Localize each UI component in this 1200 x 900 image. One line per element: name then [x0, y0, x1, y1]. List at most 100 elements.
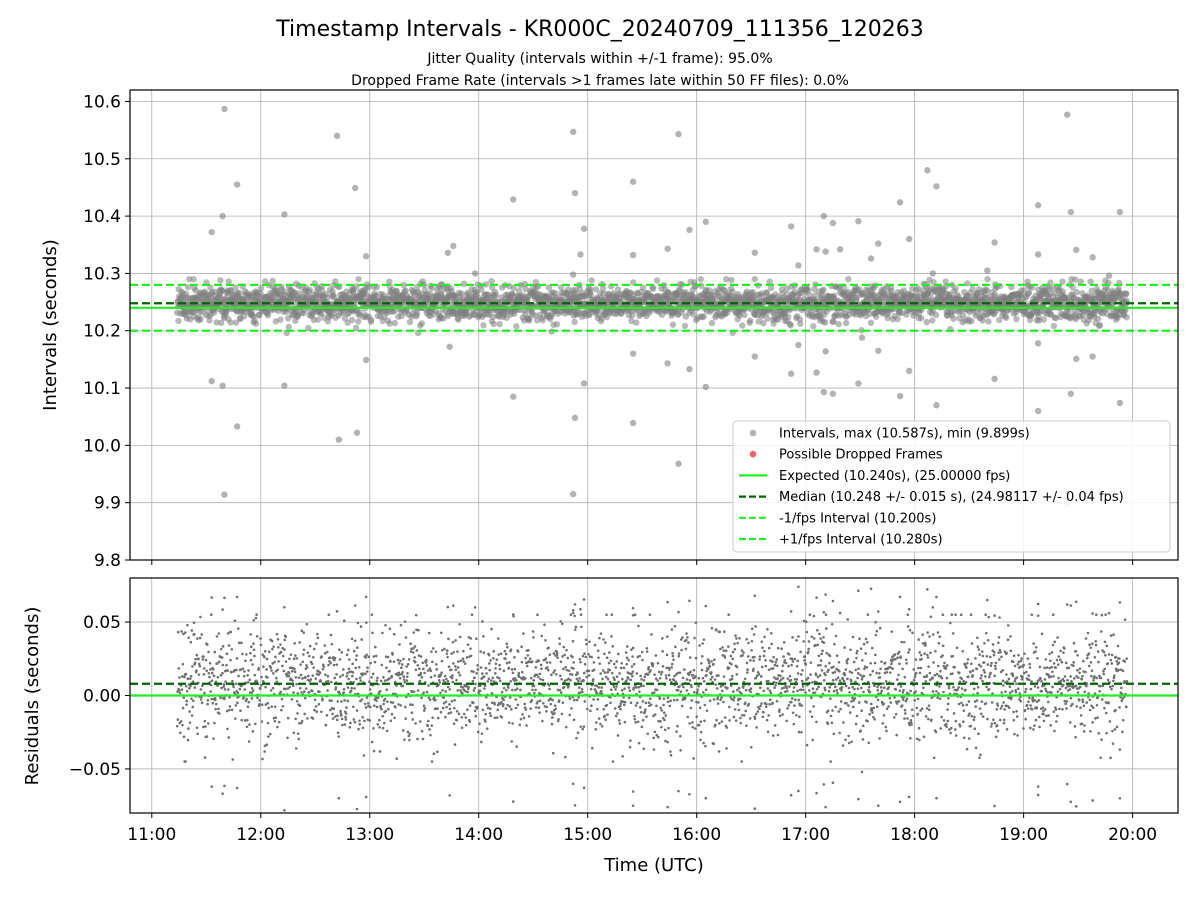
residual-point	[549, 702, 553, 706]
residual-point	[617, 680, 620, 684]
residual-point	[220, 686, 223, 690]
residual-point	[464, 689, 467, 693]
residual-point	[427, 631, 431, 635]
residual-point	[435, 663, 438, 666]
residual-point	[277, 720, 281, 724]
residual-point	[349, 689, 353, 693]
residual-point	[233, 619, 237, 622]
residual-point	[286, 687, 290, 690]
residual-point	[676, 724, 679, 728]
residual-point	[553, 704, 557, 707]
interval-outlier-point	[813, 246, 820, 253]
residual-point	[375, 705, 379, 709]
interval-point	[587, 286, 594, 293]
residual-point	[557, 699, 561, 702]
residual-point	[424, 660, 428, 664]
residual-point	[406, 663, 410, 666]
residual-point	[689, 670, 692, 674]
interval-point	[330, 293, 337, 300]
residual-point	[662, 703, 665, 707]
interval-point	[460, 280, 468, 287]
residual-point	[565, 648, 568, 652]
residual-point	[364, 672, 367, 676]
residual-point	[464, 716, 468, 719]
interval-outlier-point	[571, 414, 579, 422]
residual-point	[280, 697, 284, 701]
residual-point	[510, 708, 513, 711]
residual-point	[247, 740, 251, 743]
residual-point	[196, 732, 199, 736]
residual-point	[548, 661, 552, 664]
residual-point	[573, 614, 576, 618]
residual-point	[603, 671, 607, 674]
interval-point	[184, 283, 192, 291]
residual-point	[629, 701, 633, 705]
residual-point	[568, 697, 572, 701]
residual-point	[682, 685, 685, 689]
residual-point	[350, 686, 354, 690]
residual-point	[414, 613, 418, 617]
residual-point	[670, 628, 674, 631]
residual-point	[195, 726, 199, 730]
residual-point	[330, 642, 334, 646]
residual-point	[409, 650, 413, 653]
residual-point	[577, 679, 580, 683]
residual-point	[518, 723, 522, 727]
residual-point	[584, 638, 588, 642]
interval-outlier-point	[933, 183, 940, 190]
residual-point	[613, 678, 616, 682]
interval-point	[681, 322, 689, 330]
residual-point	[480, 732, 484, 735]
residual-point	[595, 691, 598, 695]
residual-point	[469, 647, 472, 650]
residual-point	[579, 725, 583, 728]
residual-point	[353, 720, 357, 724]
residual-point	[385, 688, 389, 691]
residual-point	[685, 678, 689, 681]
chart-title: Timestamp Intervals - KR000C_20240709_11…	[275, 17, 923, 42]
interval-point	[1073, 288, 1080, 296]
legend-entry: -1/fps Interval (10.200s)	[739, 511, 936, 526]
residual-point	[276, 638, 280, 641]
residual-point	[439, 691, 442, 695]
residual-point	[528, 657, 532, 660]
residual-point	[614, 714, 618, 718]
residual-point	[197, 657, 200, 661]
residual-point	[554, 707, 558, 711]
residual-point	[336, 714, 339, 718]
residual-point	[245, 697, 248, 701]
residual-point	[177, 667, 181, 670]
residual-point	[480, 672, 484, 675]
residual-point	[191, 665, 194, 668]
residual-point	[694, 675, 697, 678]
residual-point	[283, 648, 286, 651]
residual-point	[191, 705, 195, 709]
residual-point	[184, 684, 188, 688]
residual-point	[580, 687, 584, 691]
residual-point	[427, 696, 431, 700]
intervals-reference-lines	[130, 283, 1178, 332]
residual-point	[461, 686, 465, 689]
residual-point	[675, 730, 678, 733]
residual-point	[511, 722, 514, 725]
residual-point	[351, 705, 355, 709]
residual-point	[429, 733, 432, 737]
residual-point	[630, 672, 633, 676]
interval-point	[386, 278, 393, 285]
residual-point	[645, 646, 649, 650]
interval-point	[1013, 315, 1020, 323]
residual-point	[188, 721, 192, 724]
residual-point	[707, 659, 711, 663]
residual-point	[599, 722, 602, 726]
interval-outlier-point	[1089, 254, 1096, 261]
interval-point	[810, 323, 817, 330]
interval-point	[614, 286, 622, 293]
residual-point	[222, 683, 226, 686]
residual-point	[560, 677, 563, 681]
interval-point	[588, 277, 595, 284]
residual-point	[462, 660, 465, 663]
residual-point	[705, 669, 708, 673]
residual-point	[678, 685, 681, 688]
interval-outlier-point	[510, 196, 517, 203]
residual-point	[637, 685, 641, 689]
